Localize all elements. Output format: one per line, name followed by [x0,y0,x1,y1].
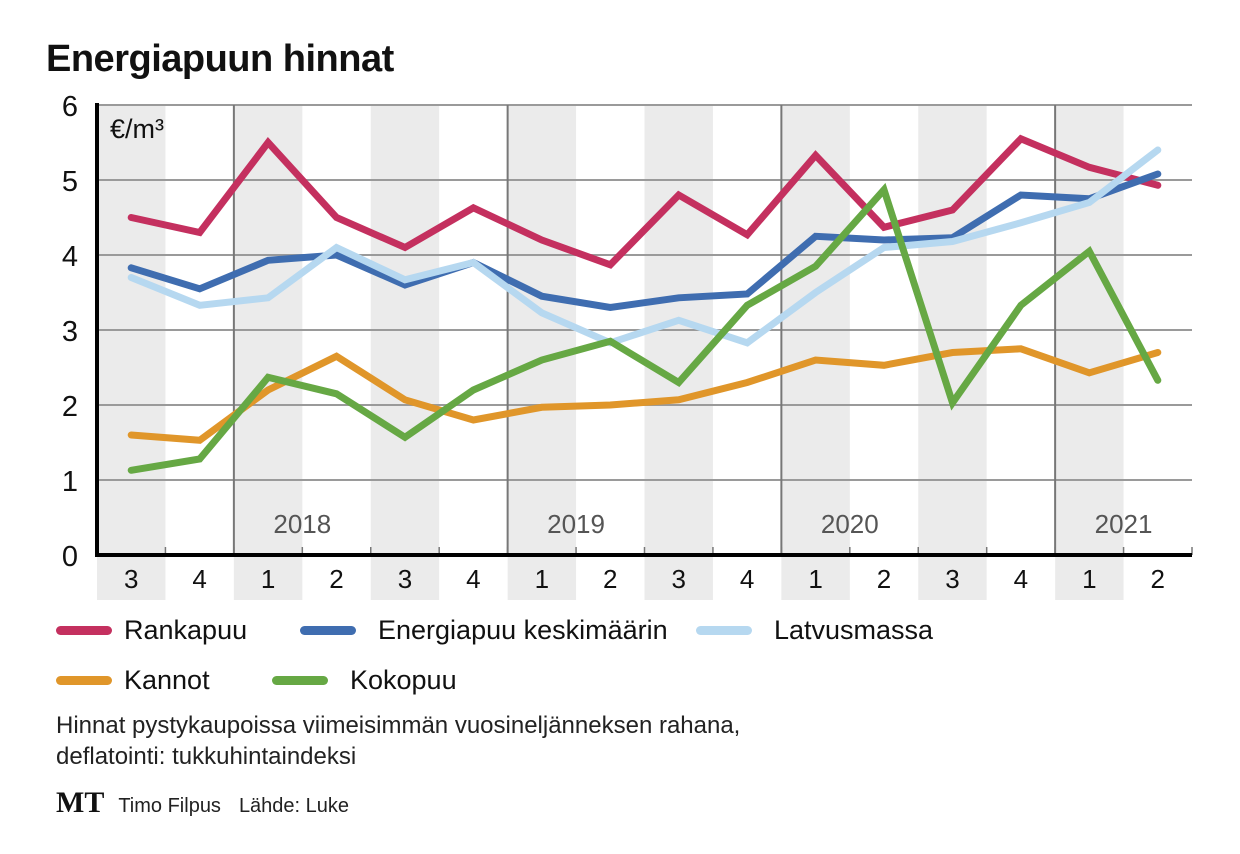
y-tick-label: 1 [62,466,78,498]
chart-note: Hinnat pystykaupoissa viimeisimmän vuosi… [56,710,740,772]
credits: MT Timo Filpus Lähde: Luke [56,786,367,820]
series-rankapuu [127,134,1162,269]
series-lines [127,134,1162,474]
x-tick-label: 3 [671,564,685,594]
x-tick-label: 3 [124,564,138,594]
series-kokopuu [127,182,1162,474]
x-tick-label: 3 [398,564,412,594]
y-tick-label: 5 [62,166,78,198]
note-line: deflatointi: tukkuhintaindeksi [56,743,357,770]
legend-label: Latvusmassa [774,615,934,645]
legend: Rankapuu Energiapuu keskimäärin Latvusma… [56,615,1056,705]
source: Lähde: Luke [238,795,350,817]
year-label: 2018 [273,509,331,539]
mt-logo: MT [56,786,105,819]
legend-item-rankapuu: Rankapuu [56,615,247,646]
year-label: 2020 [821,509,879,539]
quarter-band [370,105,440,600]
legend-swatch [56,676,112,685]
x-tick-label: 1 [535,564,549,594]
legend-label: Energiapuu keskimäärin [378,615,668,645]
y-tick-label: 0 [62,541,78,573]
axes [95,103,1193,557]
line-chart: 0 1 2 3 4 5 6 2018 2019 2020 2021 3 4 1 2 3 4 1 2 3 4 1 2 3 4 1 2 €… [62,91,1193,600]
y-tick-label: 6 [62,91,78,123]
legend-label: Rankapuu [124,615,248,645]
legend-item-latvusmassa: Latvusmassa [696,615,933,646]
y-tick-label: 3 [62,316,78,348]
note-line: Hinnat pystykaupoissa viimeisimmän vuosi… [56,712,741,739]
legend-swatch [300,626,356,635]
chart-title: Energiapuun hinnat [46,38,394,80]
author: Timo Filpus [118,795,221,817]
quarter-band [781,105,850,600]
legend-item-kannot: Kannot [56,665,210,696]
x-tick-label: 2 [603,564,617,594]
year-label: 2021 [1095,509,1153,539]
x-tick-label: 4 [1014,564,1028,594]
y-tick-label: 4 [62,241,78,273]
x-tick-label: 4 [466,564,480,594]
x-tick-label: 2 [329,564,343,594]
legend-item-energiapuu: Energiapuu keskimäärin [300,615,668,646]
x-tick-label: 2 [877,564,891,594]
x-tick-label: 1 [1082,564,1096,594]
series-energiapuu-keskimäärin [127,170,1162,312]
axis-labels: 0 1 2 3 4 5 6 2018 2019 2020 2021 3 4 1 2 3 4 1 2 3 4 1 2 3 4 1 2 €… [62,91,1165,594]
x-tick-label: 1 [261,564,275,594]
legend-item-kokopuu: Kokopuu [272,665,457,696]
unit-label: €/m³ [110,114,164,144]
series-latvusmassa [127,146,1162,347]
legend-swatch [696,626,752,635]
y-tick-label: 2 [62,391,78,423]
quarter-band [97,105,166,600]
legend-label: Kokopuu [350,665,457,695]
x-tick-label: 1 [808,564,822,594]
x-tick-label: 2 [1151,564,1165,594]
legend-swatch [272,676,328,685]
year-label: 2019 [547,509,605,539]
x-tick-label: 3 [945,564,959,594]
quarter-band [233,105,303,600]
x-tick-label: 4 [192,564,206,594]
x-tick-label: 4 [740,564,754,594]
legend-label: Kannot [124,665,210,695]
legend-swatch [56,626,112,635]
year-dividers [232,105,1057,555]
